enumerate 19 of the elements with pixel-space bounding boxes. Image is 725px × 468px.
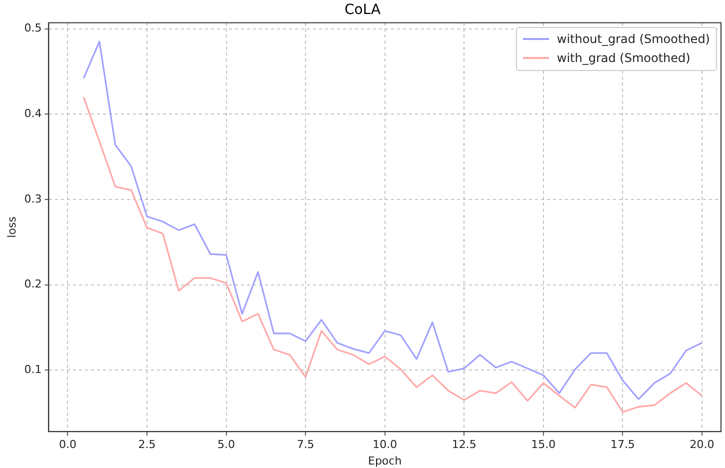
x-tick-label: 20.0 xyxy=(690,438,714,452)
y-tick-label: 0.4 xyxy=(24,106,42,120)
x-tick-label: 12.5 xyxy=(452,438,476,452)
chart-title: CoLA xyxy=(344,2,381,18)
y-tick-label: 0.5 xyxy=(24,22,42,35)
y-tick-label: 0.1 xyxy=(24,363,42,376)
y-axis-title: loss xyxy=(5,216,18,238)
y-tick-label: 0.2 xyxy=(24,278,42,291)
x-tick-label: 17.5 xyxy=(610,438,635,452)
x-tick-label: 0.0 xyxy=(58,438,76,452)
x-tick-label: 7.5 xyxy=(296,438,314,452)
x-tick-label: 10.0 xyxy=(372,438,398,452)
x-axis-title: Epoch xyxy=(368,454,402,468)
x-tick-label: 5.0 xyxy=(218,438,236,452)
x-tick-label: 15.0 xyxy=(531,438,556,452)
legend-label: without_grad (Smoothed) xyxy=(556,30,710,48)
x-tick-label: 2.5 xyxy=(138,438,156,452)
legend-label: with_grad (Smoothed) xyxy=(556,50,690,67)
y-tick-label: 0.3 xyxy=(24,192,42,206)
